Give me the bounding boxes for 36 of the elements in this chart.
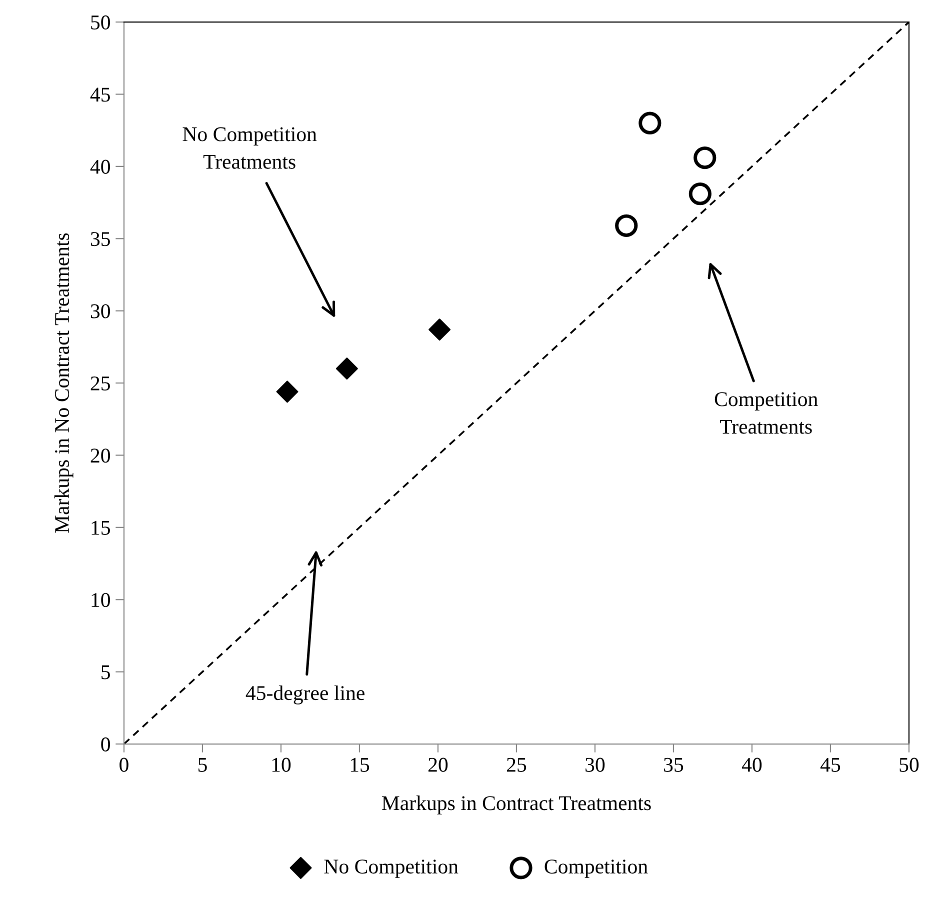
- x-tick-label: 30: [586, 758, 605, 772]
- annotation: No Competition Treatments: [182, 127, 317, 169]
- y-tick-label: 45: [90, 88, 110, 102]
- y-axis-title: Markups in No Contract Treatments: [54, 233, 74, 533]
- y-tick-label: 15: [92, 520, 110, 535]
- x-tick-label: 40: [742, 758, 762, 772]
- y-tick-label: 35: [90, 232, 110, 246]
- point: [638, 112, 662, 134]
- y-tick-label: 10: [92, 592, 110, 608]
- legend-label: No Competition: [324, 860, 458, 878]
- y-tick-label: 5: [102, 665, 110, 680]
- x-tick-label: 35: [664, 758, 684, 772]
- y-tick-label: 40: [90, 160, 110, 174]
- point: [276, 380, 298, 403]
- x-axis-title: Markups in Contract Treatments: [382, 796, 651, 814]
- annotation: Competition Treatments: [714, 392, 818, 434]
- x-tick-label: 10: [272, 758, 291, 772]
- x-tick-label: 15: [350, 758, 370, 772]
- point: [694, 146, 716, 170]
- x-tick-label: 0: [120, 758, 128, 772]
- point: [336, 358, 358, 380]
- legend-label: Competition: [544, 860, 648, 878]
- x-tick-label: 25: [506, 758, 526, 772]
- annotation: 45-degree line: [246, 685, 364, 704]
- y-tick-label: 30: [90, 304, 110, 318]
- y-tick-label: 50: [91, 15, 110, 30]
- x-tick-label: 45: [820, 758, 840, 772]
- point: [688, 182, 712, 206]
- x-tick-label: 50: [900, 758, 919, 772]
- x-tick-label: 5: [198, 758, 207, 772]
- y-tick-label: 0: [101, 737, 110, 752]
- y-tick-label: 20: [90, 448, 110, 463]
- point: [615, 214, 638, 237]
- y-tick-label: 25: [90, 376, 110, 390]
- point: [428, 318, 451, 341]
- x-tick-label: 20: [428, 758, 448, 772]
